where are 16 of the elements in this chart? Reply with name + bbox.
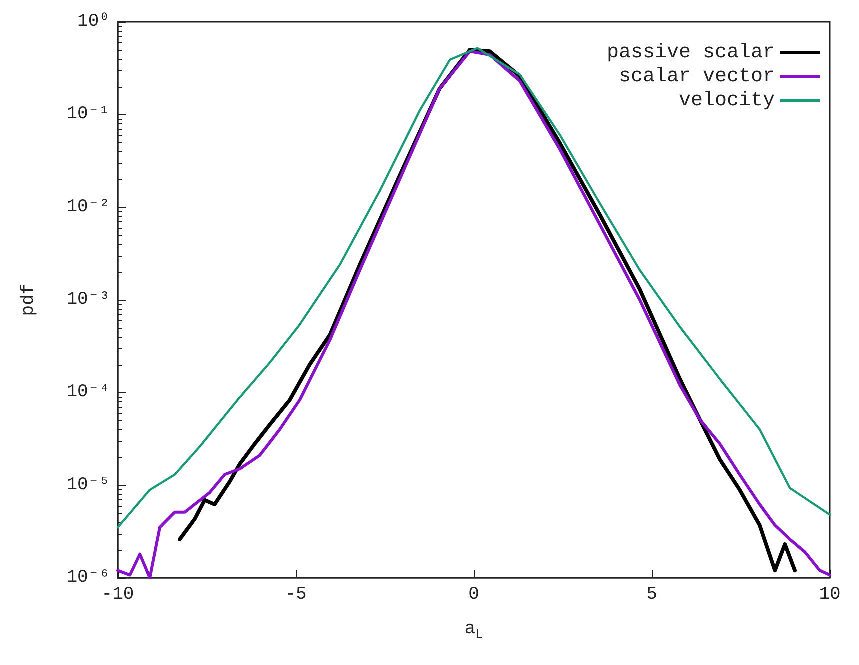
x-tick-label: 0 (468, 585, 480, 605)
x-tick-label: 5 (646, 585, 658, 605)
y-tick-label: 10⁻⁴ (66, 382, 110, 403)
x-tick-label: 10 (819, 585, 841, 605)
y-tick-label: 10⁻⁵ (66, 475, 110, 496)
y-tick-label: 10⁻⁶ (66, 568, 110, 588)
y-tick-label: 10⁻³ (66, 290, 110, 310)
legend-label: velocity (678, 90, 775, 112)
legend-label: scalar vector (618, 66, 775, 88)
y-tick-label: 10⁻¹ (66, 104, 110, 125)
legend-label: passive scalar (606, 42, 775, 64)
y-tick-label: 10⁰ (78, 12, 110, 32)
x-tick-label: -10 (102, 585, 134, 605)
x-tick-label: -5 (285, 585, 307, 605)
y-tick-label: 10⁻² (66, 197, 110, 218)
y-axis-title: pdf (19, 284, 39, 316)
